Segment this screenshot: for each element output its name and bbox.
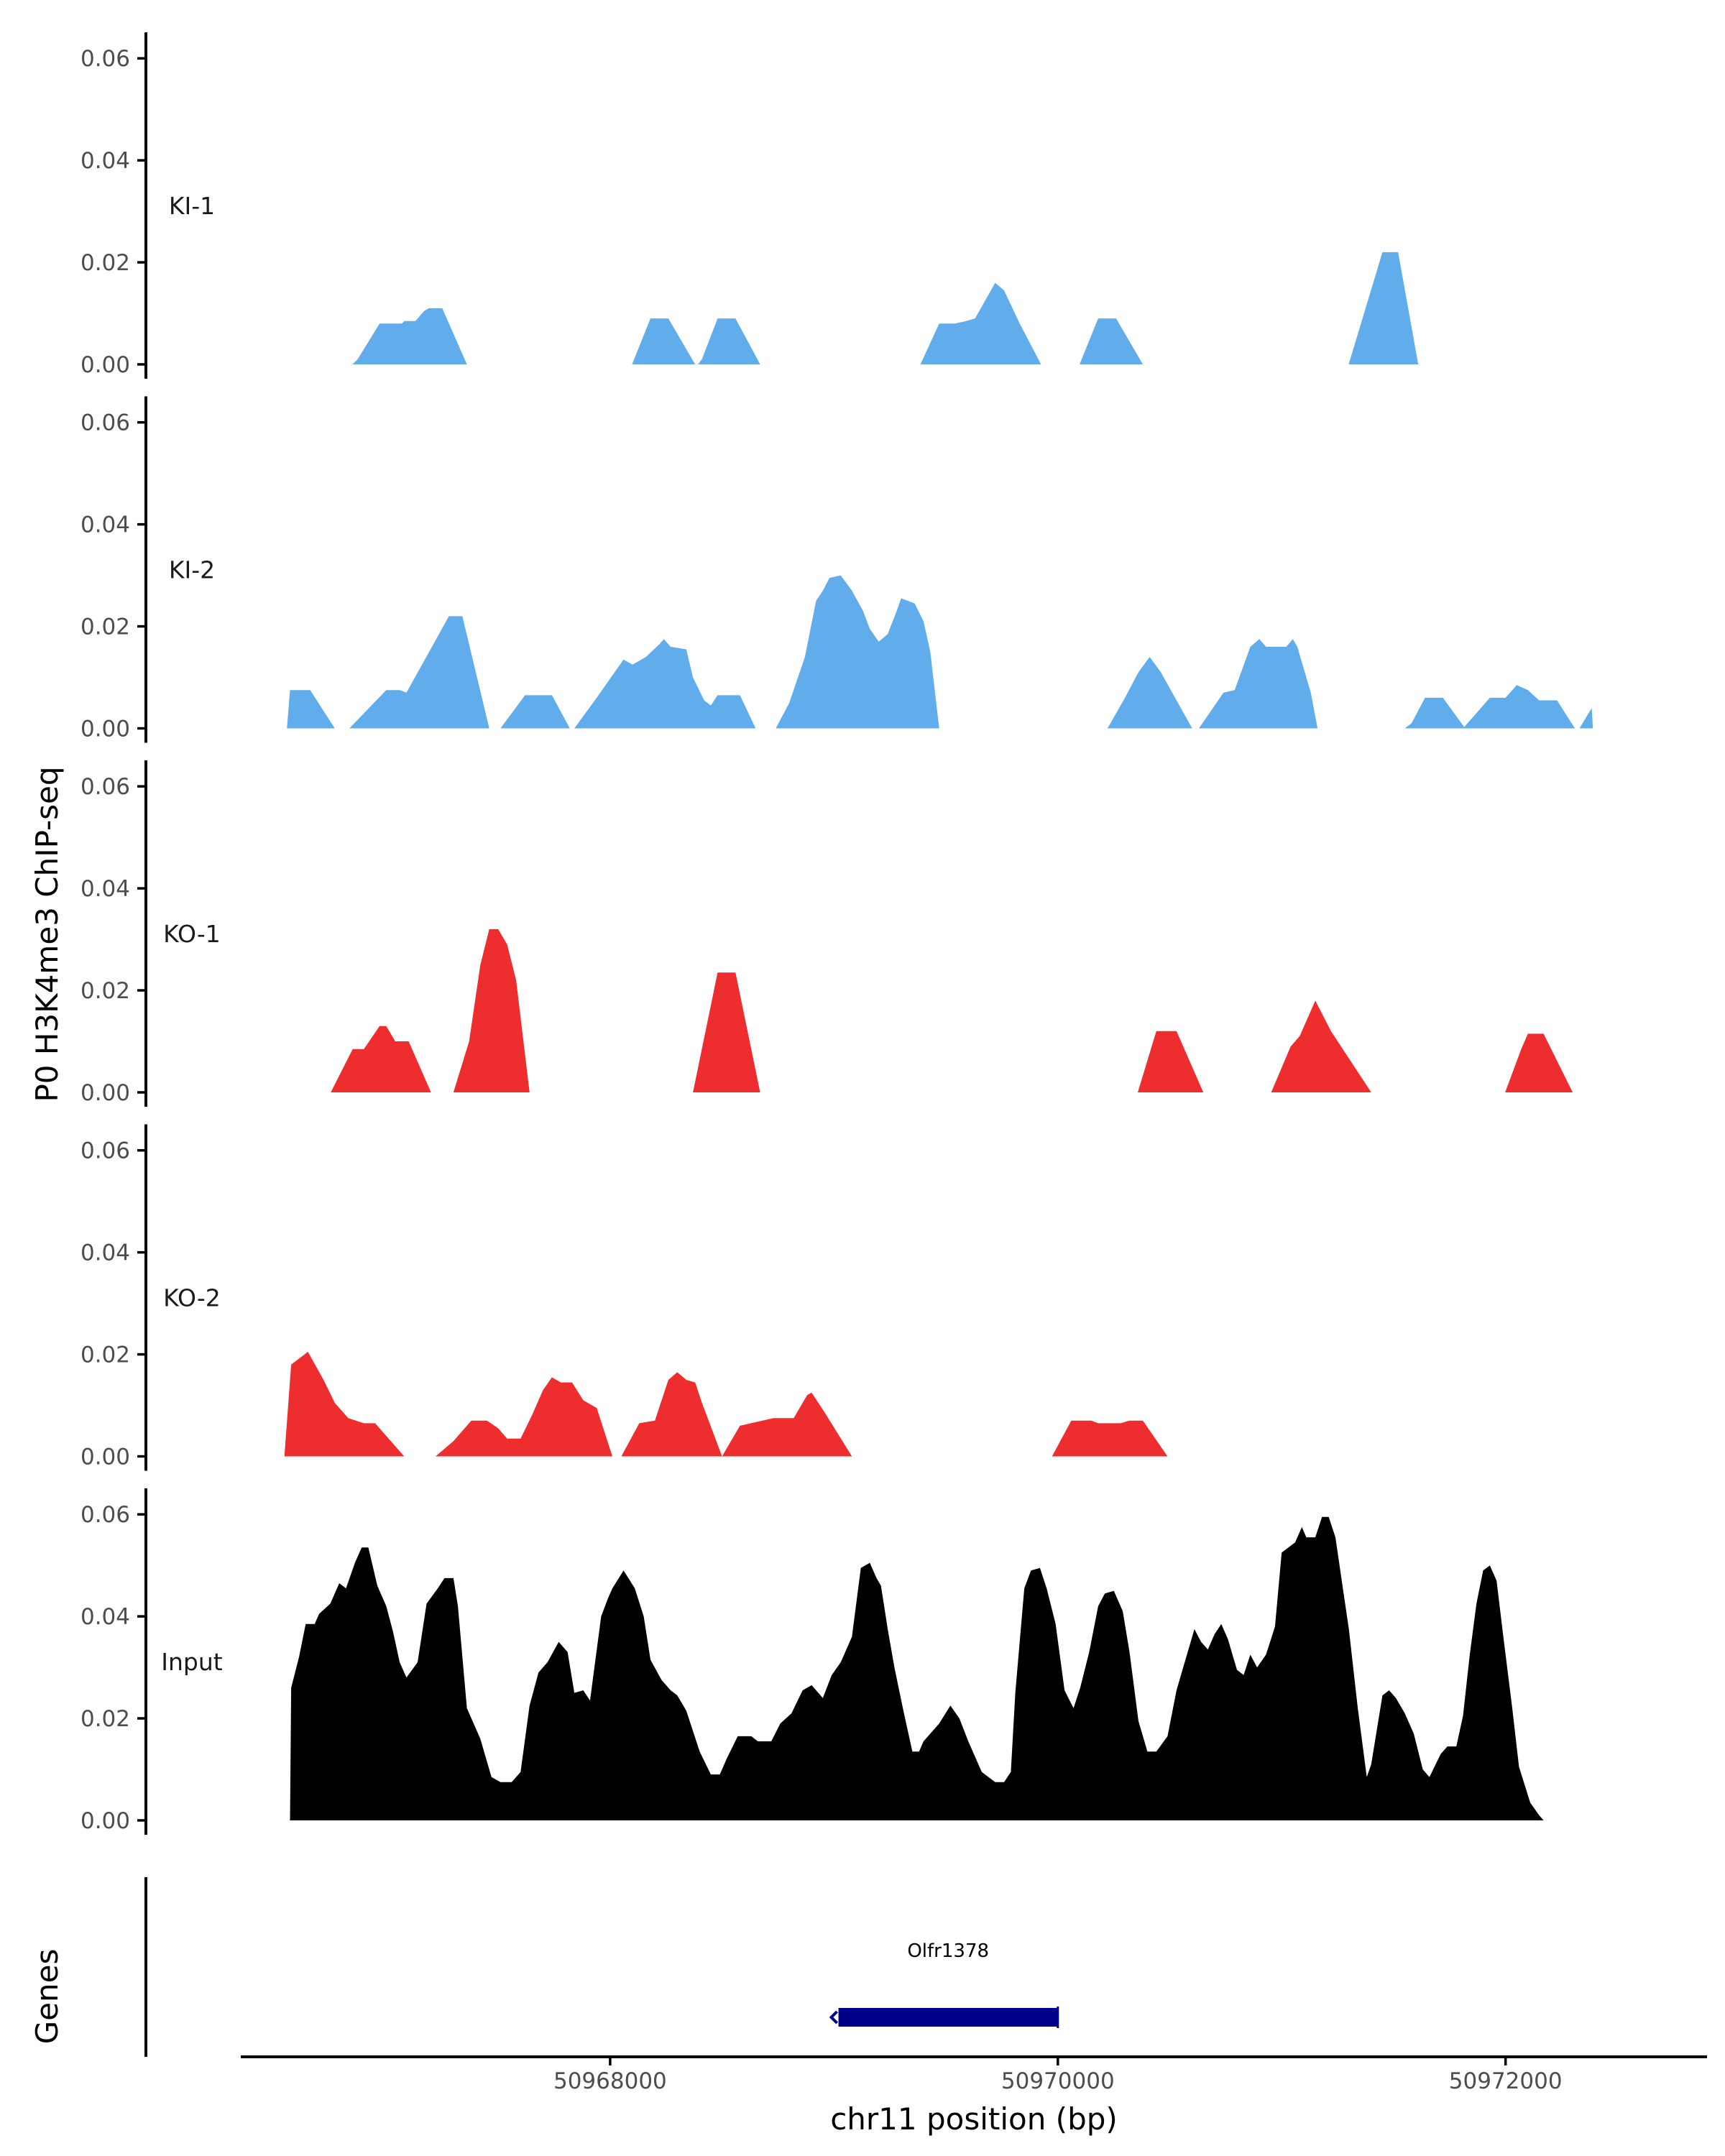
y-tick-label: 0.06 [80, 1138, 130, 1164]
y-tick-label: 0.04 [80, 1604, 130, 1630]
coverage-area-KO-1-1 [331, 1026, 431, 1092]
y-tick-label: 0.02 [80, 614, 130, 640]
coverage-area-KI-2-9 [1463, 685, 1576, 729]
coverage-area-KI-2-5 [776, 575, 939, 729]
x-tick-label: 50970000 [1001, 2068, 1115, 2094]
y-tick-label: 0.06 [80, 46, 130, 72]
coverage-area-KO-2-4 [722, 1392, 852, 1457]
y-tick-label: 0.06 [80, 410, 130, 436]
coverage-area-KO-2-1 [284, 1352, 405, 1457]
y-tick-label: 0.02 [80, 1706, 130, 1732]
track-label-KO-2: KO-2 [163, 1284, 221, 1312]
coverage-area-KI-2-6 [1107, 657, 1192, 729]
coverage-area-KO-1-3 [693, 972, 760, 1092]
y-tick-label: 0.02 [80, 978, 130, 1004]
gene-strand-arrow [829, 2010, 838, 2024]
coverage-area-KI-2-3 [500, 695, 570, 729]
track-panel-KO-2: 0.00 0.02 0.04 0.06 KO-2 [80, 1124, 1168, 1471]
track-label-KI-2: KI-2 [169, 556, 215, 584]
gene-label: Olfr1378 [907, 1940, 989, 1962]
coverage-area-KO-1-5 [1271, 1000, 1371, 1092]
coverage-area-KO-1-4 [1138, 1031, 1204, 1092]
coverage-area-KO-2-3 [621, 1372, 722, 1457]
y-tick-label: 0.04 [80, 876, 130, 902]
y-tick-label: 0.00 [80, 1080, 130, 1106]
y-tick-label: 0.02 [80, 1342, 130, 1368]
coverage-area-KI-1-4 [920, 282, 1041, 364]
y-axis-title: P0 H3K4me3 ChIP-seq [29, 766, 65, 1102]
genes-axis-title: Genes [29, 1949, 65, 2045]
x-axis: 50968000 50970000 50972000 [241, 2055, 1707, 2094]
track-panel-Input: 0.00 0.02 0.04 0.06 Input [80, 1488, 1544, 1835]
y-tick-label: 0.02 [80, 250, 130, 276]
coverage-area-KI-1-1 [352, 308, 467, 364]
coverage-area-KO-1-2 [453, 929, 530, 1092]
track-label-KI-1: KI-1 [169, 192, 215, 220]
coverage-area-KI-1-2 [632, 318, 696, 364]
coverage-area-KI-2-7 [1199, 639, 1318, 729]
coverage-area-KI-2-10 [1579, 708, 1593, 729]
gene-panel: Olfr1378 [144, 1877, 1059, 2057]
coverage-area-KI-2-1 [287, 690, 335, 729]
coverage-area-KO-1-6 [1505, 1033, 1573, 1092]
coverage-area-Input-1 [290, 1516, 1544, 1820]
y-tick-label: 0.04 [80, 148, 130, 174]
track-panels: 0.00 0.02 0.04 0.06 KI-1 0.00 0.02 0.04 0.06 KI-2… [80, 32, 1593, 1835]
y-tick-label: 0.04 [80, 1240, 130, 1266]
y-tick-label: 0.04 [80, 512, 130, 538]
track-label-KO-1: KO-1 [163, 920, 221, 948]
track-panel-KO-1: 0.00 0.02 0.04 0.06 KO-1 [80, 760, 1573, 1107]
track-panel-KI-1: 0.00 0.02 0.04 0.06 KI-1 [80, 32, 1419, 379]
coverage-area-KI-2-8 [1404, 697, 1466, 729]
coverage-area-KI-2-4 [574, 639, 756, 729]
gene-body-Olfr1378 [838, 2008, 1058, 2027]
y-tick-label: 0.00 [80, 1808, 130, 1834]
coverage-area-KI-1-3 [698, 318, 760, 364]
y-tick-label: 0.06 [80, 1502, 130, 1528]
x-tick-label: 50968000 [553, 2068, 667, 2094]
y-tick-label: 0.00 [80, 352, 130, 378]
coverage-area-KI-1-5 [1080, 318, 1144, 364]
coverage-area-KI-1-6 [1348, 252, 1419, 364]
y-tick-label: 0.00 [80, 717, 130, 742]
x-tick-label: 50972000 [1449, 2068, 1563, 2094]
coverage-area-KI-2-2 [349, 616, 489, 729]
x-axis-title: chr11 position (bp) [830, 2101, 1118, 2137]
y-tick-label: 0.06 [80, 774, 130, 800]
y-tick-label: 0.00 [80, 1445, 130, 1470]
coverage-area-KO-2-5 [1052, 1420, 1168, 1457]
track-panel-KI-2: 0.00 0.02 0.04 0.06 KI-2 [80, 396, 1593, 743]
coverage-area-KO-2-2 [436, 1377, 612, 1457]
track-label-Input: Input [161, 1648, 223, 1676]
